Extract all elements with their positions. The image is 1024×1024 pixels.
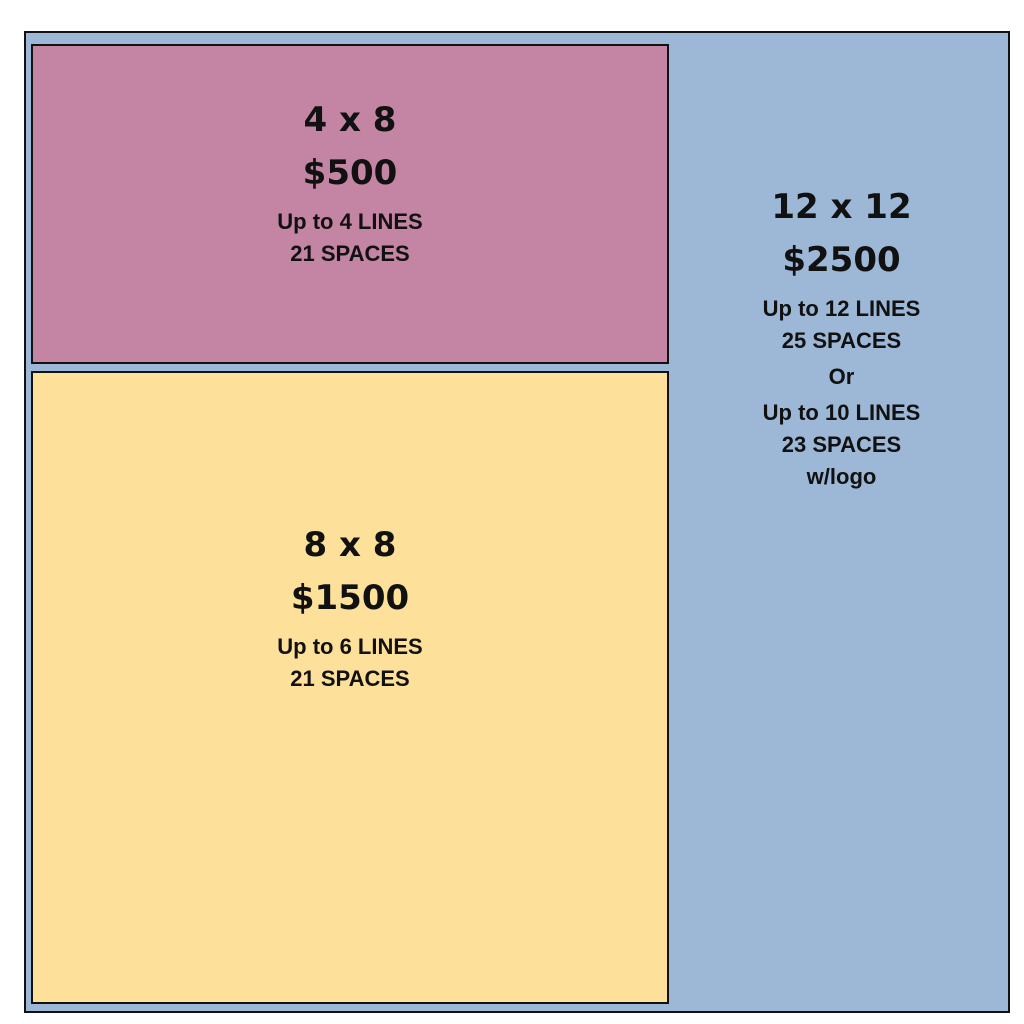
line: Or [828, 364, 855, 389]
line: w/logo [806, 464, 877, 489]
size: 8 x 8 [303, 525, 397, 565]
line: 25 SPACES [781, 328, 902, 353]
line: Up to 10 LINES [762, 400, 921, 425]
line: 21 SPACES [290, 666, 410, 691]
price: $500 [302, 153, 398, 193]
panel-4x8: 4 x 8 $500 Up to 4 LINES 21 SPACES [31, 44, 669, 364]
line: Up to 6 LINES [277, 634, 423, 659]
line: Up to 12 LINES [762, 296, 921, 321]
line: Up to 4 LINES [277, 209, 423, 234]
size: 4 x 8 [303, 100, 397, 140]
size: 12 x 12 [771, 187, 912, 227]
price: $1500 [290, 578, 410, 618]
panel-text: 12 x 12 $2500 Up to 12 LINES 25 SPACES O… [671, 181, 1012, 493]
price: $2500 [782, 240, 901, 280]
panel-8x8: 8 x 8 $1500 Up to 6 LINES 21 SPACES [31, 371, 669, 1004]
line: 23 SPACES [781, 432, 902, 457]
line: 21 SPACES [290, 241, 410, 266]
